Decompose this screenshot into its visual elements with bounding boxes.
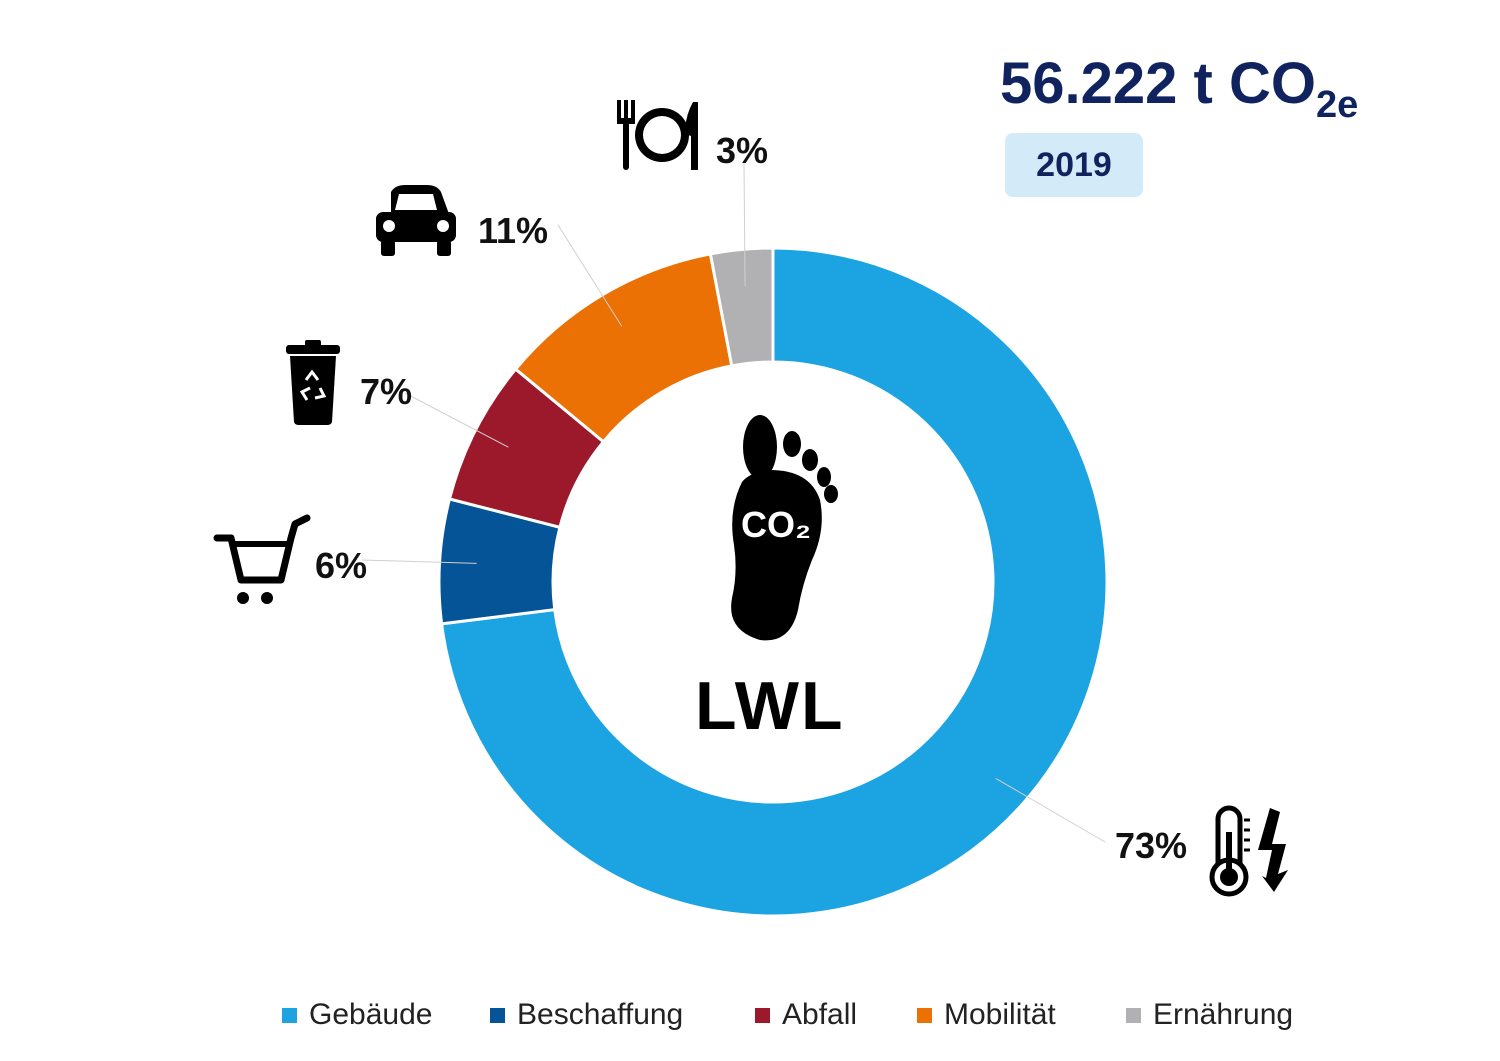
co2-logo-text: CO₂ (741, 504, 811, 545)
data-label-beschaffung: 6% (315, 545, 368, 586)
legend-item-gebaeude: Gebäude (282, 998, 432, 1032)
leader-line-ernaehrung (743, 161, 746, 287)
total-emissions: 56.222 t CO2e (1000, 55, 1358, 125)
car-icon (376, 185, 456, 256)
leader-line-gebaeude (995, 777, 1106, 843)
legend-swatch (917, 1007, 932, 1023)
total-subscript: 2e (1315, 84, 1359, 126)
center-label: LWL (695, 668, 845, 744)
leader-lines (361, 161, 1106, 843)
thermometer-lightning-icon (1209, 805, 1288, 897)
leader-line-beschaffung (361, 559, 477, 564)
legend-swatch (282, 1007, 297, 1023)
data-label-abfall: 7% (360, 371, 413, 412)
data-label-gebaeude: 73% (1115, 825, 1188, 866)
legend-label: Gebäude (309, 998, 433, 1031)
donut-slices (437, 246, 1109, 918)
year-badge: 2019 (1005, 133, 1143, 197)
leader-line-mobilitaet (557, 224, 623, 327)
slice-gebaeude (439, 246, 1109, 918)
legend-item-mobilitaet: Mobilität (917, 998, 1056, 1032)
legend-item-ernaehrung: Ernährung (1126, 998, 1293, 1032)
total-value: 56.222 t CO (1000, 51, 1316, 116)
legend-label: Mobilität (944, 998, 1056, 1031)
legend-label: Ernährung (1153, 998, 1294, 1031)
shopping-cart-icon (213, 514, 311, 604)
legend-swatch (1126, 1007, 1141, 1023)
legend-item-beschaffung: Beschaffung (490, 998, 683, 1032)
co2-footprint-logo: CO₂ (731, 415, 838, 641)
plate-cutlery-icon (617, 100, 698, 170)
legend-item-abfall: Abfall (755, 998, 857, 1032)
data-label-mobilitaet: 11% (478, 210, 549, 251)
legend: Gebäude Beschaffung Abfall Mobilität Ern… (0, 998, 1500, 1038)
legend-swatch (755, 1007, 770, 1023)
legend-swatch (490, 1007, 505, 1023)
legend-label: Beschaffung (517, 998, 684, 1031)
slice-ernaehrung (708, 246, 775, 368)
legend-label: Abfall (782, 998, 858, 1031)
data-label-ernaehrung: 3% (716, 130, 769, 171)
leader-line-abfall (404, 392, 509, 448)
recycling-bin-icon (286, 340, 340, 425)
